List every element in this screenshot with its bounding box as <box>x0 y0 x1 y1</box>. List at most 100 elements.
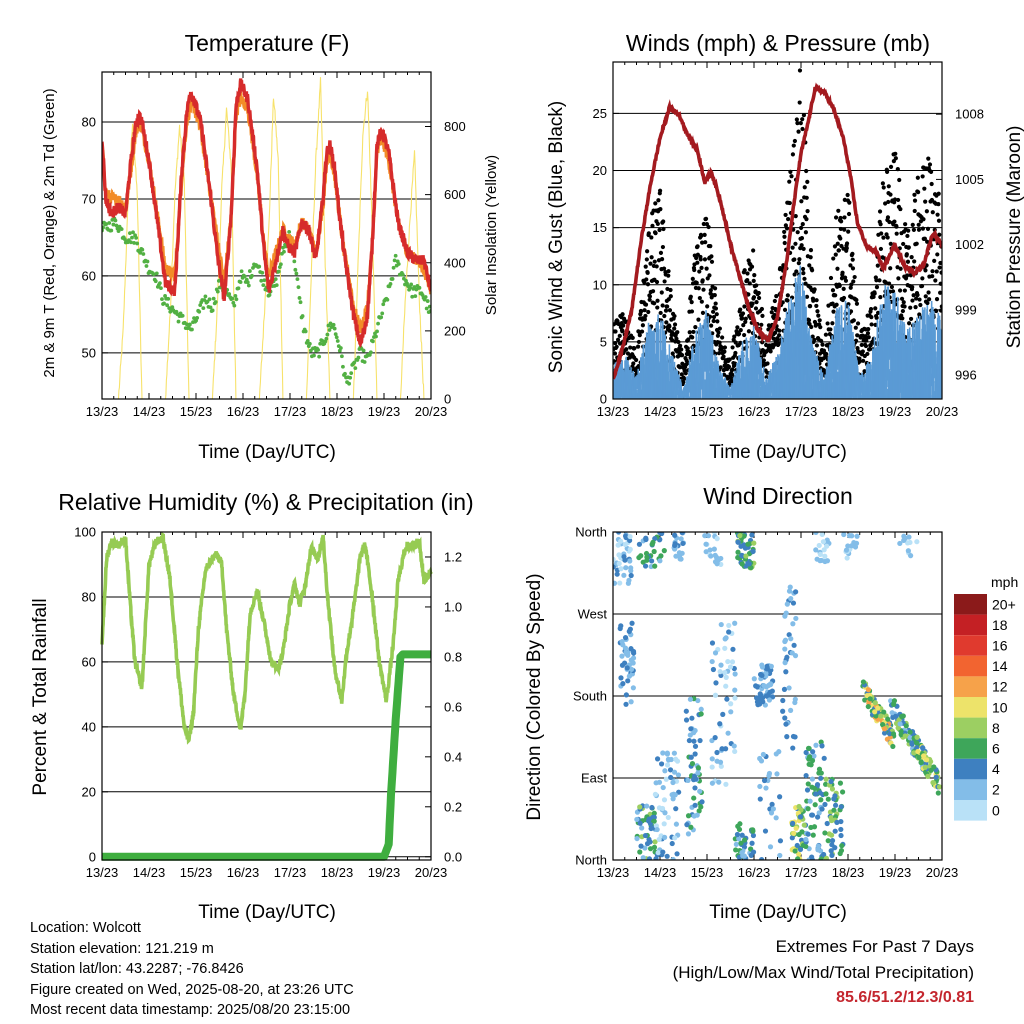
gust-point <box>659 290 664 295</box>
direction-point <box>825 796 831 802</box>
gust-point <box>668 294 673 299</box>
dewpoint-point <box>140 247 145 252</box>
dewpoint-point <box>361 348 366 353</box>
gust-point <box>727 357 732 362</box>
gust-point <box>643 313 648 319</box>
dewpoint-point <box>213 300 218 304</box>
dewpoint-point <box>388 282 393 286</box>
direction-point <box>825 838 831 844</box>
direction-point <box>622 635 629 641</box>
dewpoint-point <box>409 282 414 287</box>
direction-point <box>662 810 668 816</box>
dewpoint-point <box>400 272 405 277</box>
gust-point <box>912 198 918 203</box>
winds-panel: Winds (mph) & Pressure (mb) 0 5 10 15 20 25 13… <box>546 30 1024 463</box>
gust-point <box>838 226 843 232</box>
direction-point <box>725 730 731 736</box>
direction-point <box>630 685 636 691</box>
direction-point <box>658 761 665 767</box>
dewpoint-point <box>362 360 367 364</box>
colorbar-swatch <box>954 717 987 739</box>
gust-point <box>644 257 649 262</box>
gust-point <box>696 286 701 291</box>
gust-point <box>635 344 641 349</box>
dewpoint-point <box>236 286 241 291</box>
gust-point <box>905 273 910 278</box>
gust-point <box>873 306 878 311</box>
gust-point <box>645 270 650 275</box>
direction-point <box>722 645 728 651</box>
gust-point <box>706 224 711 230</box>
gust-point <box>774 294 779 299</box>
gust-point <box>834 302 839 307</box>
x-tick-label: 17/23 <box>785 865 818 880</box>
direction-point <box>923 757 930 763</box>
y-tick-label: 20 <box>82 784 96 799</box>
gust-point <box>859 342 864 348</box>
dewpoint-point <box>131 230 135 235</box>
gust-point <box>733 361 738 366</box>
x-tick-label: 18/23 <box>832 865 865 880</box>
direction-point <box>849 543 855 549</box>
direction-point <box>697 788 703 794</box>
gust-point <box>613 351 618 356</box>
direction-point <box>637 804 643 810</box>
direction-point <box>739 832 745 838</box>
direction-point <box>796 851 802 857</box>
direction-point <box>777 852 783 859</box>
plot-border <box>612 531 943 861</box>
gust-point <box>709 259 715 264</box>
dewpoint-point <box>392 258 397 263</box>
gust-point <box>814 343 819 348</box>
direction-point <box>813 532 819 536</box>
gust-point <box>759 322 764 327</box>
direction-point <box>733 847 739 853</box>
direction-point <box>712 650 719 656</box>
gust-point <box>802 185 807 190</box>
direction-point <box>663 776 669 782</box>
gust-point <box>738 307 743 312</box>
direction-point <box>642 832 649 839</box>
direction-point <box>808 824 814 831</box>
direction-point <box>901 524 906 529</box>
direction-point <box>797 814 804 820</box>
direction-point <box>672 532 678 538</box>
direction-point <box>671 750 677 756</box>
colorbar-label: 20+ <box>992 596 1016 612</box>
gust-point <box>804 216 809 222</box>
gust-point <box>837 283 842 288</box>
direction-point <box>638 843 644 849</box>
gust-point <box>934 297 940 302</box>
direction-point <box>639 825 645 831</box>
extremes-heading: Extremes For Past 7 Days <box>775 937 974 956</box>
gust-point <box>649 255 654 260</box>
dewpoint-point <box>348 375 353 380</box>
gust-point <box>799 199 804 204</box>
gust-point <box>704 266 709 271</box>
dewpoint-point <box>424 306 429 311</box>
gust-point <box>833 293 838 298</box>
dewpoint-point <box>297 296 302 300</box>
gust-point <box>650 289 656 294</box>
direction-point <box>733 841 739 847</box>
gust-point <box>820 342 825 347</box>
humidity-ylabel: Percent & Total Rainfall <box>30 598 51 795</box>
direction-point <box>685 831 692 837</box>
gust-point <box>842 227 847 232</box>
gust-point <box>653 231 658 236</box>
direction-point <box>805 806 811 812</box>
gust-point <box>674 336 679 341</box>
direction-point <box>786 632 792 638</box>
gust-point <box>916 227 922 232</box>
gust-point <box>685 346 690 351</box>
gust-point <box>894 231 899 236</box>
gust-point <box>690 335 695 340</box>
gust-point <box>846 302 851 307</box>
gust-point <box>869 322 874 327</box>
dewpoint-point <box>234 297 239 302</box>
direction-point <box>718 621 724 628</box>
direction-point <box>907 735 913 741</box>
gust-point <box>797 257 802 262</box>
direction-point <box>890 743 896 750</box>
